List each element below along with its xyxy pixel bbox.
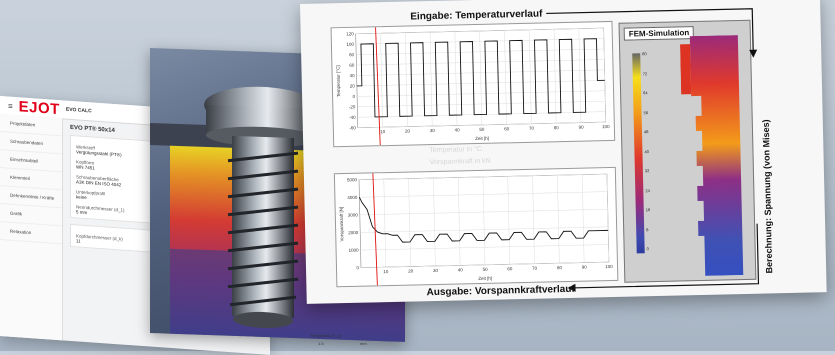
x-tick-label: 90 [579, 125, 585, 130]
gridline-x [482, 176, 486, 265]
y-tick-label: 120 [346, 31, 354, 36]
gridline-x [557, 175, 560, 264]
gridline-x [383, 179, 387, 268]
y-tick-label: 80 [349, 52, 355, 57]
x-tick-label: 10 [380, 129, 386, 134]
x-tick-label: 80 [557, 265, 563, 270]
time-marker-line [372, 173, 378, 286]
temperature-chart-box: -60 -40 -20 0 20 40 60 80 100 120 10 20 30 40 50 60 70 80… [330, 20, 616, 148]
preload-chart-box: 0 1000 2000 3000 4000 5000 10 20 30 40 50 60 70 80 90 1… [333, 166, 619, 288]
y-tick-label: 4000 [347, 195, 358, 200]
y-tick-label: 40 [350, 73, 356, 78]
x-tick-label: 20 [405, 129, 411, 134]
gridline-x [454, 31, 458, 126]
y-tick-label: 0 [353, 94, 356, 99]
x-tick-label: 30 [433, 268, 439, 273]
y-tick-label: 20 [350, 83, 356, 88]
x-tick-label: 10 [383, 269, 389, 274]
sidebar: Projektdaten Schraubendaten Einschraubte… [0, 114, 63, 341]
app-title: EVO CALC [65, 106, 92, 115]
time-marker-line [375, 27, 381, 146]
gridline-x [433, 178, 436, 267]
x-tick-label: 30 [430, 128, 436, 133]
thread-lines [227, 151, 299, 307]
x-tick-label: 20 [408, 268, 414, 273]
series-line [356, 38, 605, 118]
bottom-label: Temperatur (T_v) [310, 333, 341, 338]
gridline-x [507, 176, 511, 265]
gridline-x [578, 28, 582, 123]
temperature-chart: -60 -40 -20 0 20 40 60 80 100 120 10 20 30 40 50 60 70 80… [335, 27, 610, 146]
gridline-x [405, 32, 408, 127]
gridline-x [553, 29, 557, 124]
y-tick-label: -20 [349, 104, 356, 109]
fem-panel: FEM-Simulation 80 72 64 56 48 40 32 24 16 8 0 [618, 19, 757, 283]
y-tick-label: 0 [356, 265, 359, 270]
sidebar-item-relaxation[interactable]: Relaxation [0, 222, 62, 245]
bottom-value: 1.5 [318, 341, 324, 346]
x-axis-label: Zeit [h] [475, 136, 489, 141]
gridline-x [380, 33, 383, 128]
x-tick-label: 100 [602, 124, 610, 129]
bottom-unit: mm [360, 341, 367, 346]
brand-logo: EJOT [18, 97, 60, 118]
field-value[interactable]: 11 [76, 238, 81, 244]
series-line [358, 197, 609, 243]
y-tick-label: 3000 [348, 212, 359, 217]
x-tick-label: 40 [458, 267, 464, 272]
gridline-x [479, 30, 483, 125]
x-tick-label: 60 [504, 126, 510, 131]
gridline-x [528, 29, 532, 124]
y-tick-label: 100 [346, 42, 354, 47]
gridline-x [504, 30, 507, 125]
fem-stress-plot [680, 35, 744, 276]
gridline-x [457, 177, 461, 266]
x-tick-label: 60 [507, 266, 513, 271]
preload-chart: 0 1000 2000 3000 4000 5000 10 20 30 40 50 60 70 80 90 1… [339, 173, 613, 286]
y-tick-label: 1000 [349, 248, 360, 253]
x-tick-label: 70 [532, 266, 538, 271]
y-axis-label: Temperatur [°C] [335, 65, 341, 97]
x-axis-label: Zeit [h] [478, 276, 492, 281]
gridline-x [532, 175, 535, 264]
x-tick-label: 70 [529, 126, 535, 131]
result-sheet: Eingabe: Temperaturverlauf -60 -40 -20 0 20 4… [300, 0, 827, 304]
gridline-x [606, 174, 610, 263]
x-tick-label: 100 [605, 264, 613, 269]
y-tick-label: 5000 [347, 177, 358, 182]
x-tick-label: 80 [554, 125, 560, 130]
flow-arrows [546, 8, 760, 292]
y-tick-label: 60 [349, 63, 355, 68]
x-tick-label: 50 [479, 127, 485, 132]
gridline-x [408, 178, 411, 267]
menu-icon[interactable]: ≡ [8, 101, 13, 111]
x-tick-label: 40 [455, 127, 461, 132]
x-tick-label: 50 [483, 267, 489, 272]
gridline-x [429, 32, 433, 127]
x-tick-label: 90 [582, 265, 588, 270]
y-tick-label: -60 [349, 125, 356, 130]
gridline-x [603, 28, 607, 123]
y-tick-label: 2000 [348, 230, 359, 235]
y-axis-label: Vorspannkraft [N] [339, 207, 345, 242]
y-tick-label: -40 [349, 115, 356, 120]
gridline-x [581, 174, 585, 263]
